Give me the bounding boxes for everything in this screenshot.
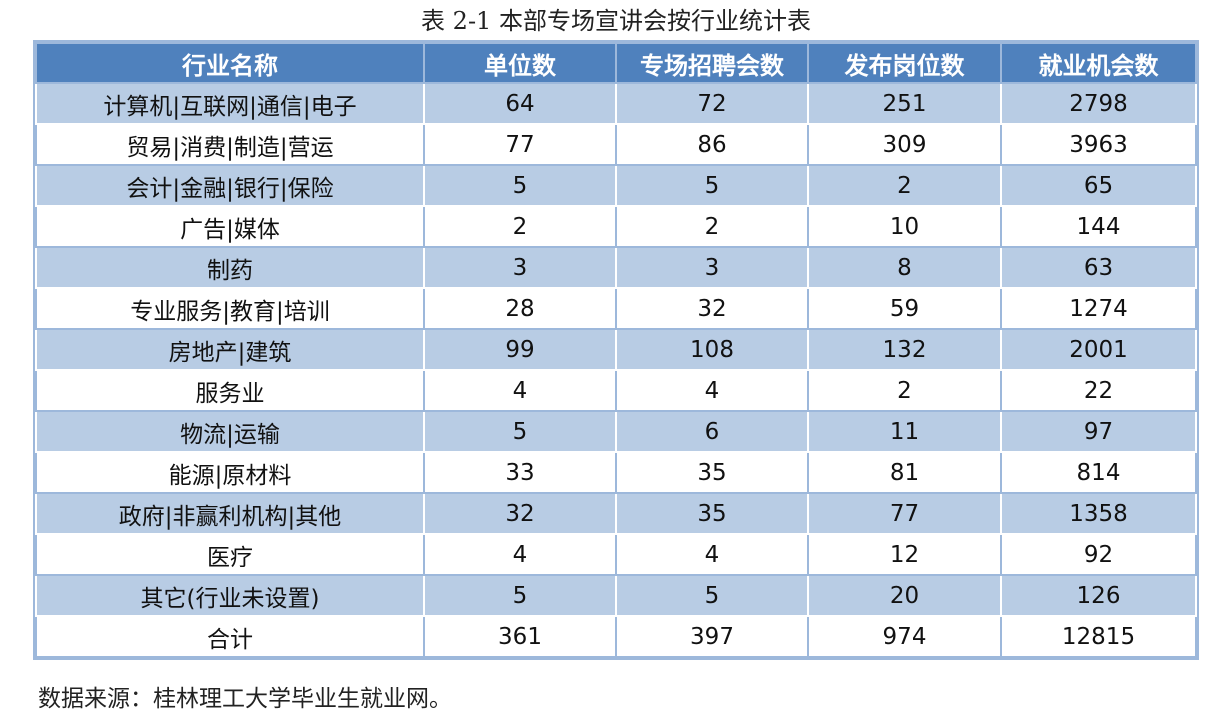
companies-cell: 77 bbox=[423, 123, 617, 166]
companies-cell: 5 bbox=[423, 164, 617, 207]
table-row: 会计|金融|银行|保险 5 5 2 65 bbox=[35, 164, 1197, 207]
industry-cell: 能源|原材料 bbox=[35, 451, 425, 494]
table-row: 服务业 4 4 2 22 bbox=[35, 369, 1197, 412]
table-row: 政府|非赢利机构|其他 32 35 77 1358 bbox=[35, 492, 1197, 535]
companies-cell: 2 bbox=[423, 205, 617, 248]
job-fairs-cell: 86 bbox=[615, 123, 809, 166]
total-companies-cell: 361 bbox=[423, 615, 617, 658]
industry-cell: 会计|金融|银行|保险 bbox=[35, 164, 425, 207]
table-caption: 表 2-1 本部专场宣讲会按行业统计表 bbox=[421, 7, 811, 35]
companies-cell: 99 bbox=[423, 328, 617, 371]
positions-cell: 77 bbox=[807, 492, 1002, 535]
opportunities-cell: 65 bbox=[1000, 164, 1197, 207]
total-opportunities-cell: 12815 bbox=[1000, 615, 1197, 658]
column-header-positions: 发布岗位数 bbox=[807, 42, 1002, 84]
table-row: 房地产|建筑 99 108 132 2001 bbox=[35, 328, 1197, 371]
column-header-job-fairs: 专场招聘会数 bbox=[615, 42, 809, 84]
table-row: 贸易|消费|制造|营运 77 86 309 3963 bbox=[35, 123, 1197, 166]
table-row: 医疗 4 4 12 92 bbox=[35, 533, 1197, 576]
industry-cell: 其它(行业未设置) bbox=[35, 574, 425, 617]
opportunities-cell: 1358 bbox=[1000, 492, 1197, 535]
table-row: 制药 3 3 8 63 bbox=[35, 246, 1197, 289]
total-job-fairs-cell: 397 bbox=[615, 615, 809, 658]
job-fairs-cell: 72 bbox=[615, 82, 809, 125]
opportunities-cell: 92 bbox=[1000, 533, 1197, 576]
job-fairs-cell: 35 bbox=[615, 451, 809, 494]
industry-cell: 计算机|互联网|通信|电子 bbox=[35, 82, 425, 125]
column-header-companies: 单位数 bbox=[423, 42, 617, 84]
industry-statistics-table: 行业名称 单位数 专场招聘会数 发布岗位数 就业机会数 计算机|互联网|通信|电… bbox=[33, 40, 1199, 660]
industry-cell: 贸易|消费|制造|营运 bbox=[35, 123, 425, 166]
positions-cell: 132 bbox=[807, 328, 1002, 371]
companies-cell: 28 bbox=[423, 287, 617, 330]
industry-cell: 专业服务|教育|培训 bbox=[35, 287, 425, 330]
header-row: 行业名称 单位数 专场招聘会数 发布岗位数 就业机会数 bbox=[35, 42, 1197, 84]
opportunities-cell: 2001 bbox=[1000, 328, 1197, 371]
opportunities-cell: 814 bbox=[1000, 451, 1197, 494]
opportunities-cell: 144 bbox=[1000, 205, 1197, 248]
data-source-note: 数据来源：桂林理工大学毕业生就业网。 bbox=[38, 686, 452, 712]
industry-cell: 制药 bbox=[35, 246, 425, 289]
positions-cell: 2 bbox=[807, 369, 1002, 412]
companies-cell: 4 bbox=[423, 369, 617, 412]
job-fairs-cell: 5 bbox=[615, 574, 809, 617]
opportunities-cell: 22 bbox=[1000, 369, 1197, 412]
opportunities-cell: 3963 bbox=[1000, 123, 1197, 166]
job-fairs-cell: 5 bbox=[615, 164, 809, 207]
industry-cell: 房地产|建筑 bbox=[35, 328, 425, 371]
positions-cell: 11 bbox=[807, 410, 1002, 453]
table-body: 计算机|互联网|通信|电子 64 72 251 2798 贸易|消费|制造|营运 77 86 3… bbox=[35, 82, 1197, 658]
positions-cell: 309 bbox=[807, 123, 1002, 166]
positions-cell: 59 bbox=[807, 287, 1002, 330]
positions-cell: 81 bbox=[807, 451, 1002, 494]
positions-cell: 10 bbox=[807, 205, 1002, 248]
job-fairs-cell: 2 bbox=[615, 205, 809, 248]
job-fairs-cell: 4 bbox=[615, 369, 809, 412]
total-row: 合计 361 397 974 12815 bbox=[35, 615, 1197, 658]
companies-cell: 5 bbox=[423, 574, 617, 617]
table-row: 物流|运输 5 6 11 97 bbox=[35, 410, 1197, 453]
companies-cell: 4 bbox=[423, 533, 617, 576]
table-row: 其它(行业未设置) 5 5 20 126 bbox=[35, 574, 1197, 617]
companies-cell: 3 bbox=[423, 246, 617, 289]
job-fairs-cell: 3 bbox=[615, 246, 809, 289]
industry-cell: 物流|运输 bbox=[35, 410, 425, 453]
positions-cell: 20 bbox=[807, 574, 1002, 617]
positions-cell: 12 bbox=[807, 533, 1002, 576]
positions-cell: 2 bbox=[807, 164, 1002, 207]
opportunities-cell: 63 bbox=[1000, 246, 1197, 289]
positions-cell: 8 bbox=[807, 246, 1002, 289]
job-fairs-cell: 6 bbox=[615, 410, 809, 453]
opportunities-cell: 1274 bbox=[1000, 287, 1197, 330]
job-fairs-cell: 35 bbox=[615, 492, 809, 535]
total-positions-cell: 974 bbox=[807, 615, 1002, 658]
positions-cell: 251 bbox=[807, 82, 1002, 125]
companies-cell: 64 bbox=[423, 82, 617, 125]
column-header-opportunities: 就业机会数 bbox=[1000, 42, 1197, 84]
table-row: 能源|原材料 33 35 81 814 bbox=[35, 451, 1197, 494]
job-fairs-cell: 108 bbox=[615, 328, 809, 371]
job-fairs-cell: 32 bbox=[615, 287, 809, 330]
companies-cell: 5 bbox=[423, 410, 617, 453]
industry-cell: 广告|媒体 bbox=[35, 205, 425, 248]
opportunities-cell: 2798 bbox=[1000, 82, 1197, 125]
companies-cell: 32 bbox=[423, 492, 617, 535]
table-row: 广告|媒体 2 2 10 144 bbox=[35, 205, 1197, 248]
table-row: 计算机|互联网|通信|电子 64 72 251 2798 bbox=[35, 82, 1197, 125]
total-industry-cell: 合计 bbox=[35, 615, 425, 658]
table-row: 专业服务|教育|培训 28 32 59 1274 bbox=[35, 287, 1197, 330]
column-header-industry: 行业名称 bbox=[35, 42, 425, 84]
companies-cell: 33 bbox=[423, 451, 617, 494]
industry-cell: 政府|非赢利机构|其他 bbox=[35, 492, 425, 535]
job-fairs-cell: 4 bbox=[615, 533, 809, 576]
industry-cell: 医疗 bbox=[35, 533, 425, 576]
opportunities-cell: 126 bbox=[1000, 574, 1197, 617]
opportunities-cell: 97 bbox=[1000, 410, 1197, 453]
industry-cell: 服务业 bbox=[35, 369, 425, 412]
